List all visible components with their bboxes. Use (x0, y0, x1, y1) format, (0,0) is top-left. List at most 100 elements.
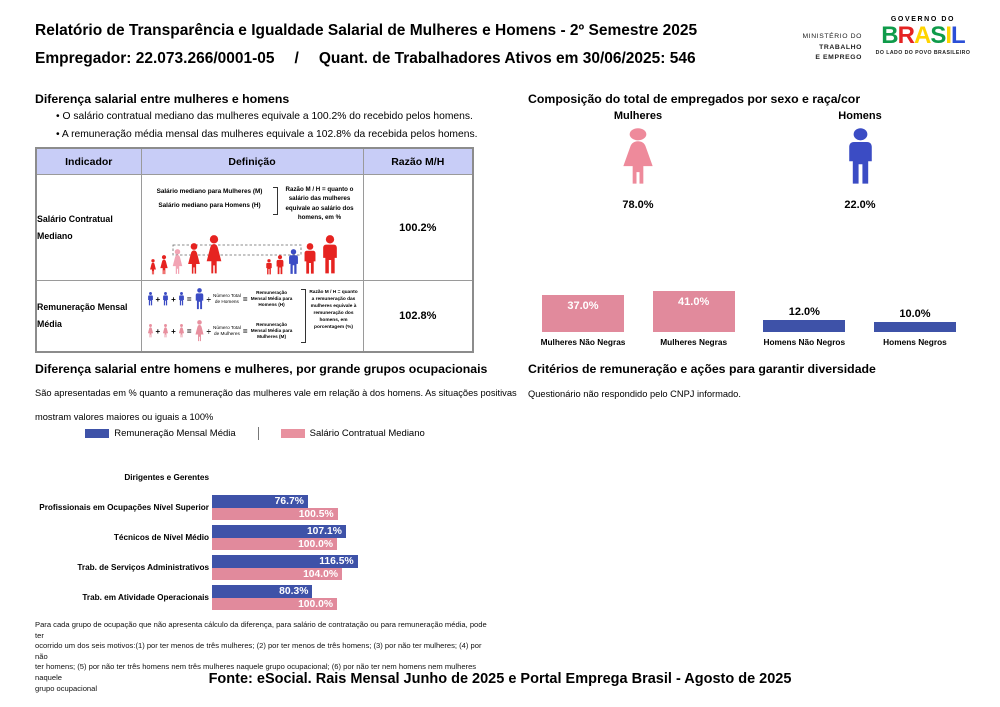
mean-ratio-note: Razão M / H = quanto a remuneração das m… (309, 290, 358, 330)
man-icon (195, 288, 203, 309)
indicator-mean-salary: Remuneração Mensal Média (35, 280, 142, 353)
active-workers-count: Quant. de Trabalhadores Ativos em 30/06/… (318, 50, 696, 67)
occupational-bar: 80.3% (212, 585, 313, 598)
women-mean-formula: + + = ÷ Número Total de Mulheres = Remun… (147, 318, 294, 344)
woman-icon-highlight (172, 249, 182, 274)
legend-divider (257, 427, 259, 440)
legend-item-contratual-mediano: Salário Contratual Mediano (280, 428, 425, 439)
governo-do-label: GOVERNO DO (890, 16, 956, 23)
bar-value-label: 10.0% (899, 308, 931, 320)
bar-value-label: 12.0% (788, 306, 820, 318)
occupational-bar: 100.5% (212, 508, 338, 520)
women-percentage: 78.0% (622, 199, 654, 211)
col-header-definicao: Definição (140, 147, 364, 175)
composition-bar-group: 12.0% Homens Não Negros (763, 306, 846, 347)
man-icon (163, 292, 168, 305)
occupational-category-label: Trab. de Serviços Administrativos (77, 563, 209, 573)
logo-tagline: DO LADO DO POVO BRASILEIRO (875, 50, 971, 57)
composition-bar (873, 322, 956, 332)
occupational-description: mostram valores maiores ou iguais a 100% (35, 412, 214, 422)
composition-bar-chart: 37.0% Mulheres Não Negras 41.0% Mulheres Ne… (540, 237, 956, 347)
woman-icon (618, 128, 658, 186)
man-icon (322, 235, 337, 274)
criteria-heading: Critérios de remuneração e ações para ga… (528, 362, 876, 376)
woman-icon (149, 259, 156, 275)
bracket-shape (300, 289, 306, 343)
ministry-label: MINISTÉRIO DO TRABALHO E EMPREGO (802, 33, 862, 62)
occupational-row: Dirigentes e Gerentes (35, 463, 475, 493)
occupational-row: Trab. em Atividade Operacionais 80.3% 100.… (35, 583, 475, 613)
composition-category-label: Homens Não Negros (763, 337, 846, 347)
page-subtitle: Empregador: 22.073.266/0001-05 / Quant. … (35, 50, 696, 68)
composition-category-label: Mulheres Não Negras (540, 337, 626, 347)
table-row: Remuneração Mensal Média + + = ÷ Número … (35, 280, 474, 353)
woman-icon (159, 255, 168, 275)
woman-icon (147, 324, 152, 337)
indicators-table: Indicador Definição Razão M/H Salário Co… (35, 147, 474, 353)
men-mean-formula: + + = ÷ Número Total de Homens = Remuner… (147, 286, 294, 312)
employer-id: Empregador: 22.073.266/0001-05 (35, 50, 275, 67)
col-header-indicador: Indicador (35, 147, 142, 175)
median-salary-labels: Salário mediano para Mulheres (M) Salári… (156, 188, 263, 210)
occupational-category-label: Técnicos de Nível Médio (113, 533, 209, 543)
median-ratio-note: Razão M / H = quanto o salário das mulhe… (285, 186, 354, 221)
occupational-bar: 116.5% (212, 555, 358, 568)
chart-legend: Remuneração Mensal Média Salário Contrat… (35, 427, 475, 440)
occupational-bar: 100.0% (212, 598, 337, 610)
composition-bar: 41.0% (652, 291, 735, 332)
woman-icon (179, 324, 184, 337)
bullet-mean-salary: A remuneração média mensal das mulheres … (56, 126, 478, 144)
occupational-row: Técnicos de Nível Médio 107.1% 100.0% (35, 523, 475, 553)
woman-icon (163, 324, 168, 337)
composition-category-label: Mulheres Negras (660, 337, 728, 347)
man-icon (304, 243, 315, 274)
woman-icon (195, 320, 203, 341)
governo-brasil-logo: GOVERNO DO BRASIL DO LADO DO POVO BRASIL… (872, 16, 974, 56)
man-icon (148, 292, 153, 305)
occupational-bar-chart: Dirigentes e Gerentes Profissionais em Oc… (35, 463, 475, 613)
occupational-row: Trab. de Serviços Administrativos 116.5% 1… (35, 553, 475, 583)
blue-legend-swatch (85, 429, 110, 438)
brasil-wordmark: BRASIL (881, 22, 965, 49)
man-icon (276, 255, 283, 275)
bar-value-label: 37.0% (567, 300, 599, 312)
salary-diff-bullets: O salário contratual mediano das mulhere… (56, 108, 478, 144)
median-salary-people-diagram (149, 235, 337, 275)
occupational-bar: 104.0% (212, 568, 342, 580)
bracket-shape (272, 187, 278, 215)
pink-legend-swatch (280, 429, 305, 438)
source-footer: Fonte: eSocial. Rais Mensal Junho de 202… (208, 671, 792, 687)
man-icon-highlight (288, 249, 298, 274)
occupational-row: Profissionais em Ocupações Nível Superio… (35, 493, 475, 523)
bullet-median-salary: O salário contratual mediano das mulhere… (56, 108, 477, 126)
women-label: Mulheres (613, 110, 663, 122)
definition-median-salary: Salário mediano para Mulheres (M) Salári… (140, 174, 364, 281)
ratio-median-salary: 100.2% (362, 174, 474, 281)
criteria-text: Questionário não respondido pelo CNPJ in… (528, 389, 741, 399)
definition-mean-salary: + + = ÷ Número Total de Homens = Remuner… (140, 280, 364, 353)
occupational-bar: 76.7% (212, 495, 308, 508)
composition-bar: 37.0% (542, 295, 624, 332)
women-figure-block: Mulheres 78.0% (590, 110, 686, 211)
occupational-category-label: Trab. em Atividade Operacionais (82, 593, 209, 603)
occupational-description: São apresentadas em % quanto a remuneraç… (35, 388, 517, 398)
occupational-bar: 107.1% (212, 525, 346, 538)
indicator-median-salary: Salário Contratual Mediano (35, 174, 142, 281)
man-icon (265, 259, 272, 275)
composition-bar (763, 320, 846, 332)
composition-heading: Composição do total de empregados por se… (528, 92, 861, 106)
occupational-category-label: Profissionais em Ocupações Nível Superio… (39, 503, 209, 513)
composition-bar-group: 10.0% Homens Negros (873, 308, 956, 347)
occupational-category-label: Dirigentes e Gerentes (124, 473, 209, 483)
col-header-razao: Razão M/H (362, 147, 474, 175)
men-label: Homens (838, 110, 882, 122)
occupational-footnote: Para cada grupo de ocupação que não apre… (35, 620, 487, 693)
salary-diff-heading: Diferença salarial entre mulheres e home… (35, 92, 290, 106)
bar-value-label: 41.0% (678, 296, 710, 308)
table-row: Salário Contratual Mediano Salário media… (35, 174, 474, 281)
page-title: Relatório de Transparência e Igualdade S… (35, 22, 698, 39)
composition-bar-group: 37.0% Mulheres Não Negras (540, 295, 626, 347)
men-percentage: 22.0% (844, 199, 876, 211)
woman-icon (187, 243, 200, 274)
